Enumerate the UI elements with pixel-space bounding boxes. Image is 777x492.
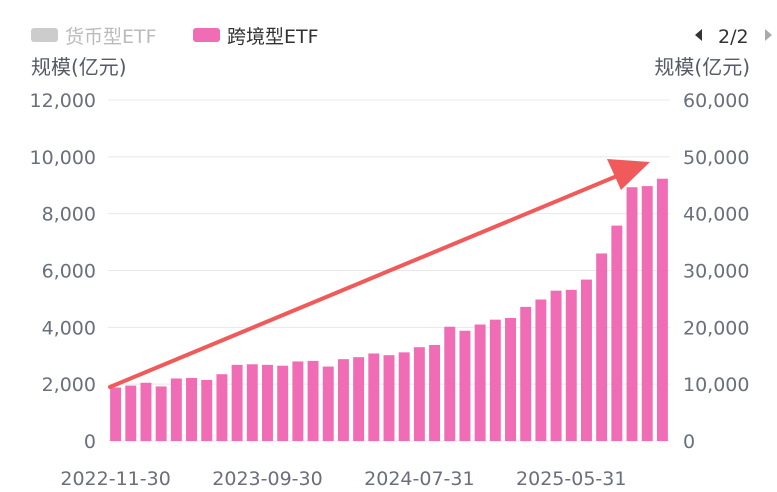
bar[interactable] (626, 187, 638, 441)
x-tick-label: 2022-11-30 (60, 468, 170, 490)
bar[interactable] (246, 364, 258, 441)
bar[interactable] (429, 344, 441, 441)
bar[interactable] (520, 306, 532, 441)
bars (110, 178, 668, 441)
bar[interactable] (337, 359, 349, 441)
bar[interactable] (383, 355, 395, 441)
x-tick-label: 2025-05-31 (516, 468, 626, 490)
legend-label-money-etf: 货币型ETF (65, 26, 157, 48)
bar[interactable] (262, 364, 273, 441)
bar[interactable] (611, 225, 623, 441)
bar[interactable] (505, 317, 516, 441)
left-tick-label: 4,000 (42, 317, 96, 339)
right-tick-label: 60,000 (683, 90, 749, 112)
right-tick-label: 40,000 (683, 204, 749, 226)
right-tick-label: 50,000 (683, 147, 749, 169)
bar[interactable] (580, 279, 592, 441)
pager-next-icon[interactable] (765, 29, 772, 41)
bar[interactable] (277, 365, 289, 441)
bar[interactable] (216, 374, 228, 441)
bar[interactable] (489, 319, 501, 441)
legend-item-cross-border-etf[interactable]: 跨境型ETF (193, 26, 319, 48)
bar[interactable] (140, 382, 152, 441)
bar[interactable] (656, 178, 668, 441)
legend-swatch-cross-border-etf (193, 28, 220, 42)
bar[interactable] (322, 366, 334, 441)
bar[interactable] (413, 347, 425, 441)
bar[interactable] (307, 360, 319, 441)
pager-indicator: 2/2 (718, 26, 749, 48)
bar[interactable] (550, 290, 562, 441)
right-axis-ticks: 0 10,000 20,000 30,000 40,000 50,000 60,000 (683, 90, 749, 453)
bar[interactable] (186, 377, 198, 441)
left-tick-label: 12,000 (30, 90, 96, 112)
x-tick-label: 2024-07-31 (364, 468, 474, 490)
legend-item-money-etf[interactable]: 货币型ETF (31, 26, 157, 48)
bar[interactable] (231, 364, 243, 441)
bar[interactable] (201, 379, 213, 441)
right-tick-label: 20,000 (683, 317, 749, 339)
bar[interactable] (170, 378, 182, 441)
right-tick-label: 10,000 (683, 374, 749, 396)
bar[interactable] (444, 326, 456, 441)
pager-prev-icon[interactable] (695, 29, 702, 41)
bar[interactable] (641, 186, 653, 441)
bar[interactable] (292, 361, 304, 441)
bar[interactable] (565, 289, 577, 441)
left-tick-label: 8,000 (42, 204, 96, 226)
right-axis-title: 规模(亿元) (654, 55, 750, 79)
trend-arrow (108, 159, 650, 389)
bar[interactable] (110, 387, 122, 441)
right-tick-label: 0 (683, 431, 695, 453)
bar[interactable] (353, 357, 365, 441)
left-axis-ticks: 0 2,000 4,000 6,000 8,000 10,000 12,000 (30, 90, 96, 453)
legend-swatch-money-etf (31, 28, 58, 42)
left-tick-label: 10,000 (30, 147, 96, 169)
right-tick-label: 30,000 (683, 261, 749, 283)
bar[interactable] (459, 330, 471, 441)
bar[interactable] (368, 353, 380, 441)
x-axis-ticks: 2022-11-30 2023-09-30 2024-07-31 2025-05-31 (60, 468, 626, 490)
legend-label-cross-border-etf: 跨境型ETF (227, 26, 319, 48)
legend[interactable]: 货币型ETF 跨境型ETF (31, 26, 319, 48)
bar[interactable] (155, 386, 167, 441)
left-tick-label: 0 (84, 431, 96, 453)
left-axis-title: 规模(亿元) (31, 55, 127, 79)
x-tick-label: 2023-09-30 (212, 468, 322, 490)
bar[interactable] (596, 253, 608, 441)
left-tick-label: 6,000 (42, 261, 96, 283)
bar[interactable] (474, 324, 486, 441)
bar[interactable] (535, 299, 547, 441)
legend-pager: 2/2 (695, 26, 772, 48)
bar[interactable] (125, 385, 137, 441)
left-tick-label: 2,000 (42, 374, 96, 396)
bar[interactable] (398, 352, 410, 441)
